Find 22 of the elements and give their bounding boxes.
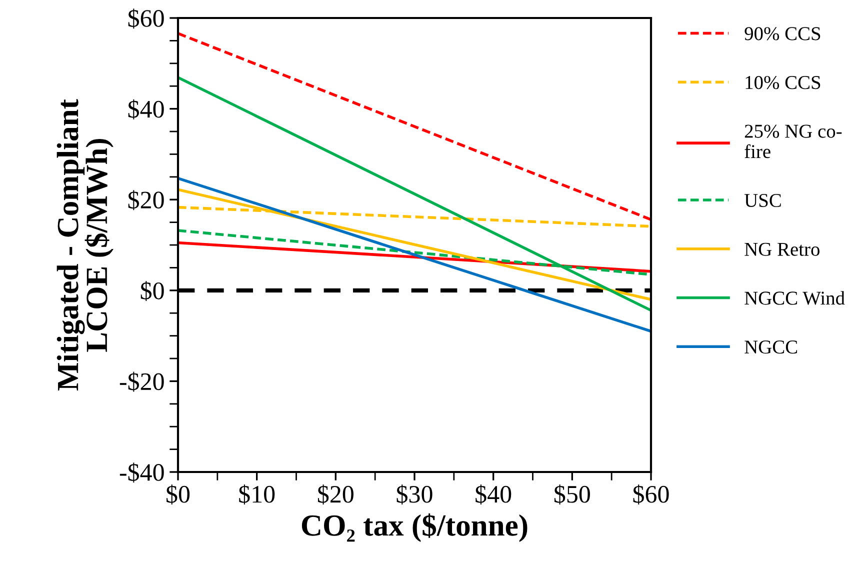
y-tick-label: $40 xyxy=(128,99,164,120)
y-tick-label: -$40 xyxy=(120,462,164,483)
x-tick-label: $40 xyxy=(476,484,512,504)
x-tick-label: $60 xyxy=(633,484,669,504)
x-tick-label: $20 xyxy=(318,484,354,504)
legend-label: NG Retro xyxy=(744,242,820,256)
legend-label: NGCC Wind xyxy=(744,291,845,305)
legend-label: 10% CCS xyxy=(746,76,820,90)
y-tick-label: $0 xyxy=(140,280,164,301)
x-tick-label: $50 xyxy=(554,484,590,504)
legend-label: 90% CCS xyxy=(744,27,820,40)
x-axis-title: CO₂ tax ($/tonne) xyxy=(302,513,528,542)
y-axis-title: Mitigated - Compliant LCOE ($/MWh) xyxy=(56,99,114,390)
legend-label: NGCC xyxy=(744,340,798,354)
x-tick-label: $0 xyxy=(166,484,190,504)
x-tick-label: $30 xyxy=(396,484,432,504)
x-tick-label: $10 xyxy=(239,484,275,504)
y-tick-label: $60 xyxy=(128,8,164,29)
y-tick-label: $20 xyxy=(128,190,164,210)
y-tick-label: -$20 xyxy=(120,372,164,392)
legend-label: 25% NG co- fire xyxy=(744,124,842,158)
legend-label: USC xyxy=(744,194,781,208)
